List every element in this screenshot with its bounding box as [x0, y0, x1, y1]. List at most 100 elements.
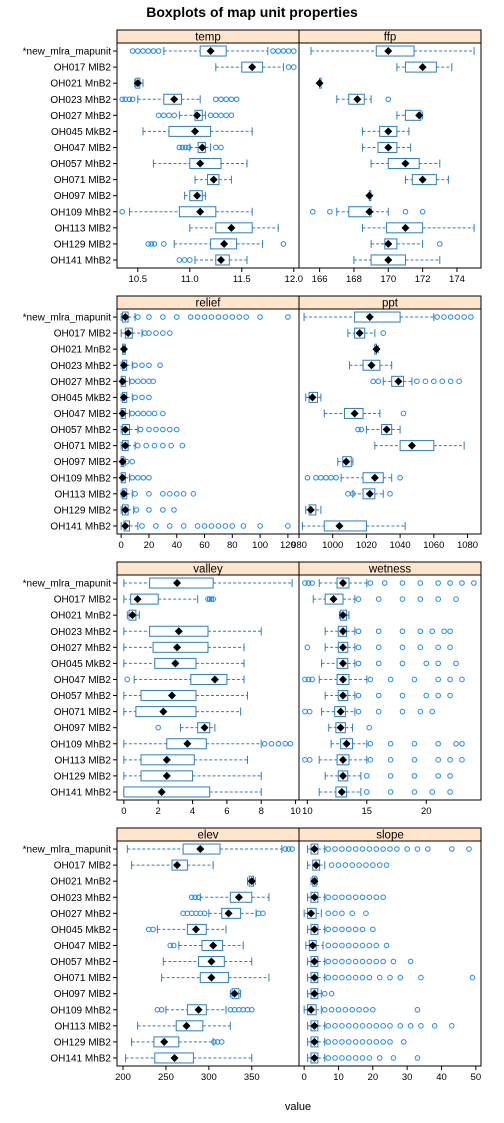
- outlier-point: [387, 757, 394, 763]
- median-marker: [196, 207, 205, 216]
- box-ffp-6: [362, 141, 412, 153]
- outlier-point: [139, 523, 145, 529]
- outlier-point: [287, 740, 294, 747]
- outlier-point: [447, 676, 453, 683]
- outlier-point: [375, 378, 382, 385]
- outlier-point: [135, 410, 141, 417]
- outlier-point: [173, 314, 180, 320]
- box-valley-1: [123, 593, 216, 605]
- outlier-point: [387, 740, 394, 747]
- iqr-box: [190, 673, 228, 685]
- box-ffp-8: [404, 174, 449, 186]
- panel-frame-temp: [116, 42, 300, 269]
- outlier-point: [366, 1055, 373, 1061]
- median-marker: [174, 627, 183, 636]
- box-wetness-2: [338, 609, 350, 621]
- outlier-point: [359, 894, 366, 901]
- box-relief-0: [120, 311, 291, 323]
- outlier-point: [356, 1006, 362, 1013]
- box-temp-12: [145, 238, 287, 250]
- panel-frame-ffp: [298, 42, 482, 269]
- outlier-point: [363, 910, 369, 917]
- outlier-point: [404, 846, 410, 852]
- outlier-point: [435, 757, 441, 763]
- outlier-point: [399, 692, 406, 699]
- outlier-point: [385, 96, 392, 103]
- outlier-point: [394, 846, 400, 852]
- outlier-point: [367, 676, 374, 683]
- outlier-point: [179, 442, 186, 449]
- outlier-point: [289, 846, 295, 852]
- panel-frame-elev: [116, 840, 300, 1067]
- outlier-point: [376, 1055, 383, 1061]
- box-valley-0: [123, 577, 293, 589]
- outlier-point: [140, 378, 147, 385]
- outlier-point: [190, 491, 197, 497]
- outlier-point: [158, 1006, 165, 1013]
- box-valley-9: [155, 722, 216, 734]
- box-elev-4: [180, 907, 266, 919]
- x-tick-label: 6: [224, 806, 229, 817]
- outlier-point: [400, 1039, 407, 1045]
- box-elev-10: [154, 1004, 255, 1016]
- outlier-point: [160, 507, 166, 513]
- outlier-point: [173, 426, 180, 433]
- x-tick-label: 200: [115, 1072, 131, 1083]
- outlier-point: [194, 523, 201, 529]
- outlier-point: [285, 846, 292, 852]
- outlier-point: [414, 1055, 421, 1061]
- box-slope-4: [303, 907, 369, 919]
- outlier-point: [129, 458, 136, 465]
- outlier-point: [454, 314, 461, 320]
- outlier-point: [332, 942, 338, 949]
- outlier-point: [431, 1023, 438, 1029]
- median-marker: [119, 361, 128, 370]
- outlier-point: [332, 1039, 338, 1045]
- panel-frame-relief: [116, 308, 300, 535]
- outlier-point: [402, 208, 409, 215]
- outlier-point: [375, 692, 382, 699]
- outlier-point: [435, 596, 441, 602]
- box-relief-5: [119, 391, 152, 403]
- box-relief-9: [118, 456, 136, 468]
- x-tick-label: 1040: [390, 540, 411, 551]
- median-marker: [342, 739, 351, 748]
- panel-frame-wetness: [298, 574, 482, 801]
- median-marker: [339, 659, 348, 668]
- category-label: OH113 MlB2: [54, 223, 111, 234]
- outlier-point: [173, 491, 180, 497]
- median-marker: [159, 707, 168, 716]
- box-valley-13: [123, 786, 262, 798]
- median-marker: [121, 505, 130, 514]
- median-marker: [337, 787, 346, 796]
- category-label: *new_mlra_mapunit: [23, 579, 112, 590]
- outlier-point: [218, 144, 224, 151]
- outlier-point: [352, 846, 359, 852]
- outlier-point: [449, 1023, 455, 1029]
- outlier-point: [373, 846, 380, 852]
- x-tick-label: 10: [302, 806, 313, 817]
- outlier-point: [223, 112, 229, 119]
- box-slope-6: [305, 939, 390, 951]
- outlier-point: [453, 660, 459, 667]
- box-relief-7: [120, 424, 180, 436]
- box-ppt-0: [303, 311, 474, 323]
- box-elev-0: [126, 843, 295, 855]
- outlier-point: [229, 314, 236, 320]
- category-label: OH027 MhB2: [50, 643, 111, 654]
- median-marker: [206, 47, 215, 56]
- outlier-point: [417, 596, 424, 602]
- box-temp-9: [184, 190, 206, 202]
- outlier-point: [345, 1039, 352, 1045]
- median-marker: [227, 223, 236, 232]
- box-relief-4: [118, 375, 156, 387]
- median-marker: [339, 691, 348, 700]
- outlier-point: [132, 362, 138, 369]
- box-temp-5: [142, 125, 253, 137]
- outlier-point: [146, 474, 152, 481]
- median-marker: [209, 941, 218, 950]
- category-label: OH047 MlB2: [54, 941, 112, 952]
- x-tick-label: 1020: [356, 540, 377, 551]
- outlier-point: [325, 1039, 331, 1045]
- iqr-box: [189, 158, 222, 170]
